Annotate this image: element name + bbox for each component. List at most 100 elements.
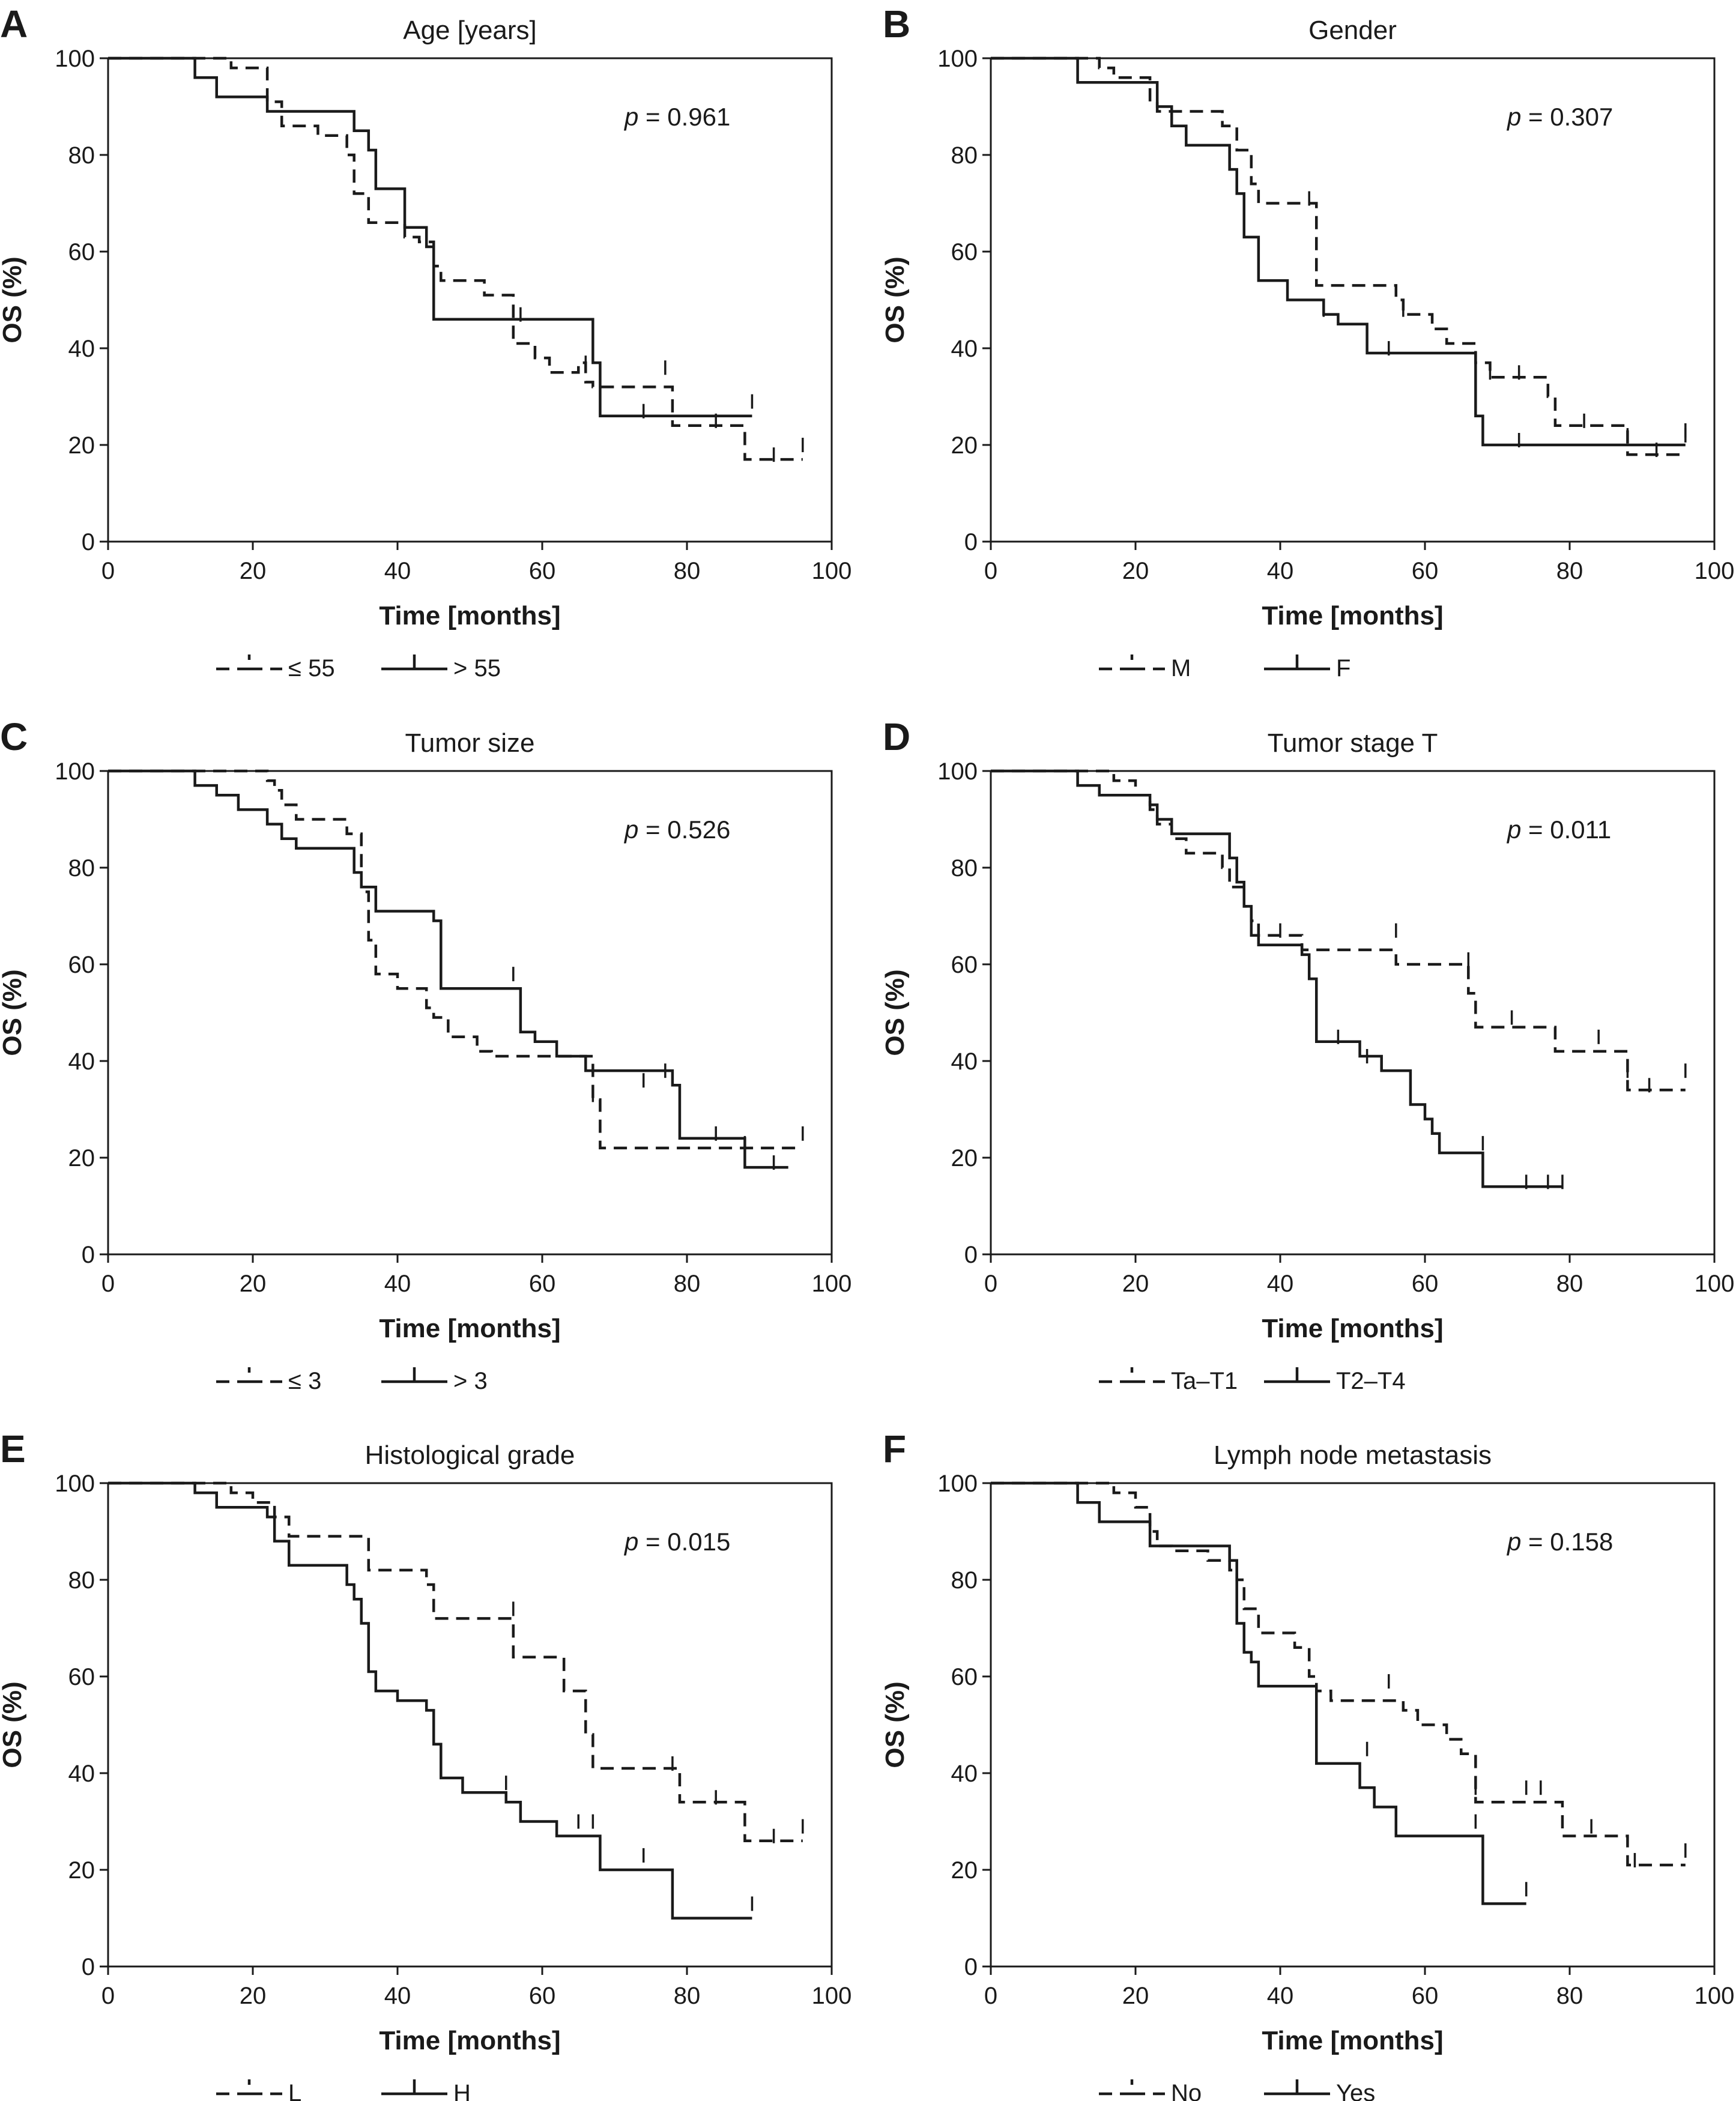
legend-label: L xyxy=(288,2080,301,2101)
legend-item: > 3 xyxy=(381,1367,488,1394)
y-axis-label: OS (%) xyxy=(880,256,910,343)
panel-c: C Tumor size 0 20 40 60 80 100 0 20 40 60 80 100 Time … xyxy=(0,715,851,1394)
y-tick-label: 100 xyxy=(937,1471,978,1497)
legend-label: No xyxy=(1171,2080,1202,2101)
y-tick-label: 60 xyxy=(951,952,978,978)
y-tick-label: 0 xyxy=(964,1242,978,1268)
panel-title: Age [years] xyxy=(403,16,537,45)
legend-swatch xyxy=(216,654,282,671)
p-value-number: 0.158 xyxy=(1550,1528,1613,1556)
panel-letter: C xyxy=(0,715,28,758)
x-tick-label: 60 xyxy=(1412,1271,1439,1297)
legend-swatch xyxy=(381,2079,447,2096)
panel-title: Histological grade xyxy=(365,1440,575,1470)
survival-curve-solid xyxy=(991,56,1686,447)
y-axis-label: OS (%) xyxy=(880,969,910,1056)
p-value: p = 0.158 xyxy=(1506,1528,1613,1556)
p-equals: = xyxy=(1521,1528,1550,1556)
y-tick-label: 100 xyxy=(55,46,95,72)
x-tick-label: 80 xyxy=(674,1271,701,1297)
x-tick-label: 80 xyxy=(1556,1983,1583,2009)
y-tick-label: 40 xyxy=(951,336,978,362)
y-tick-label: 20 xyxy=(68,1857,95,1884)
x-axis-label: Time [months] xyxy=(379,601,560,630)
legend-item: No xyxy=(1099,2079,1202,2101)
panel-a: A Age [years] 0 20 40 60 80 100 0 20 40 60 80 100 Time… xyxy=(0,2,851,682)
y-tick-label: 40 xyxy=(68,1048,95,1075)
x-axis-label: Time [months] xyxy=(1262,601,1443,630)
p-symbol: p xyxy=(623,815,638,844)
legend-swatch xyxy=(1264,2079,1330,2096)
legend-item: > 55 xyxy=(381,654,501,682)
y-tick-label: 80 xyxy=(951,142,978,169)
x-tick-label: 0 xyxy=(984,1983,997,2009)
legend-item: L xyxy=(216,2079,301,2101)
x-tick-label: 60 xyxy=(1412,1983,1439,2009)
panel-letter: E xyxy=(0,1427,26,1471)
p-value: p = 0.307 xyxy=(1506,103,1613,131)
y-tick-label: 100 xyxy=(55,758,95,785)
x-tick-label: 100 xyxy=(1695,1271,1735,1297)
p-symbol: p xyxy=(623,103,638,131)
survival-curve-solid xyxy=(108,1481,752,1920)
panel-title: Lymph node metastasis xyxy=(1214,1440,1492,1470)
y-tick-label: 40 xyxy=(68,336,95,362)
panel-letter: A xyxy=(0,2,28,46)
legend-swatch xyxy=(1099,2079,1165,2096)
y-tick-label: 0 xyxy=(82,1954,95,1980)
p-value-number: 0.961 xyxy=(667,103,730,131)
legend-swatch xyxy=(216,2079,282,2096)
legend-label: > 55 xyxy=(453,655,501,682)
y-tick-label: 80 xyxy=(951,1567,978,1594)
p-value: p = 0.961 xyxy=(623,103,730,131)
x-tick-label: 40 xyxy=(1267,1983,1294,2009)
legend-swatch xyxy=(1264,1367,1330,1383)
panel-title: Tumor stage T xyxy=(1268,728,1438,758)
x-tick-label: 100 xyxy=(1695,1983,1735,2009)
x-tick-label: 20 xyxy=(1122,1983,1149,2009)
x-tick-label: 80 xyxy=(1556,1271,1583,1297)
p-equals: = xyxy=(638,103,667,131)
p-value-number: 0.307 xyxy=(1550,103,1613,131)
x-tick-label: 40 xyxy=(384,1271,411,1297)
p-symbol: p xyxy=(1506,1528,1521,1556)
plot-frame xyxy=(107,1482,833,1968)
legend-swatch xyxy=(381,1367,447,1383)
survival-curve-solid xyxy=(108,769,788,1169)
legend-item: Yes xyxy=(1264,2079,1375,2101)
legend-label: > 3 xyxy=(453,1368,488,1394)
plot-frame xyxy=(107,57,833,543)
panel-f: F Lymph node metastasis 0 20 40 60 80 100 0 20 40 6… xyxy=(880,1427,1734,2101)
survival-curve-dashed xyxy=(991,769,1686,1092)
x-tick-label: 60 xyxy=(529,558,556,584)
y-tick-label: 100 xyxy=(55,1471,95,1497)
x-axis-label: Time [months] xyxy=(379,1314,560,1343)
y-tick-label: 20 xyxy=(68,432,95,459)
panel-b: B Gender 0 20 40 60 80 100 0 20 40 60 80 100 Time [mon… xyxy=(880,2,1734,682)
x-tick-label: 20 xyxy=(1122,558,1149,584)
y-tick-label: 60 xyxy=(951,1664,978,1690)
x-tick-label: 20 xyxy=(240,558,267,584)
x-tick-label: 60 xyxy=(1412,558,1439,584)
x-tick-label: 80 xyxy=(674,558,701,584)
x-tick-label: 100 xyxy=(1695,558,1735,584)
p-value: p = 0.011 xyxy=(1506,815,1611,844)
x-tick-label: 20 xyxy=(1122,1271,1149,1297)
x-tick-label: 80 xyxy=(1556,558,1583,584)
legend-item: ≤ 3 xyxy=(216,1367,321,1394)
legend-item: M xyxy=(1099,654,1191,682)
plot-frame xyxy=(990,1482,1716,1968)
legend-label: Yes xyxy=(1336,2080,1375,2101)
survival-curve-solid xyxy=(991,1481,1526,1905)
y-tick-label: 0 xyxy=(82,1242,95,1268)
plot-frame xyxy=(990,770,1716,1256)
legend-item: H xyxy=(381,2079,471,2101)
p-value-number: 0.526 xyxy=(667,815,730,844)
p-value: p = 0.526 xyxy=(623,815,730,844)
y-tick-label: 20 xyxy=(951,1857,978,1884)
legend-swatch xyxy=(381,654,447,671)
p-equals: = xyxy=(1521,815,1550,844)
legend-item: Ta–T1 xyxy=(1099,1367,1238,1394)
y-tick-label: 60 xyxy=(68,1664,95,1690)
panel-d: D Tumor stage T 0 20 40 60 80 100 0 20 40 60 80 100 Ti… xyxy=(880,715,1734,1394)
